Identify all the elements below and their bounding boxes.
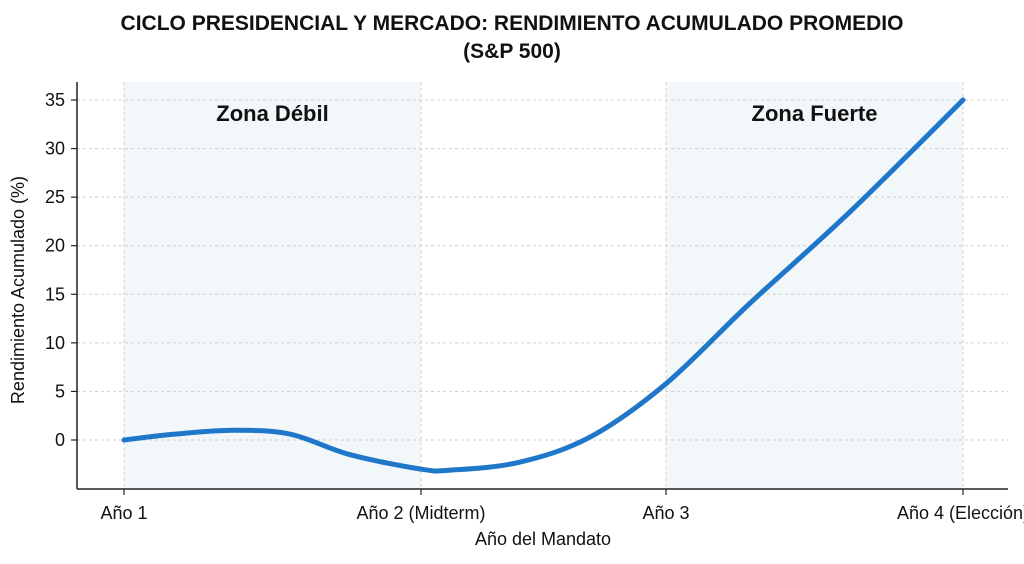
y-tick-label: 20 (45, 236, 65, 256)
zone-label: Zona Débil (216, 101, 328, 126)
x-axis-label: Año del Mandato (475, 529, 611, 549)
x-tick-label: Año 3 (642, 503, 689, 523)
y-tick-label: 25 (45, 187, 65, 207)
y-tick-label: 0 (55, 430, 65, 450)
y-tick-label: 15 (45, 284, 65, 304)
y-tick-label: 35 (45, 90, 65, 110)
y-tick-label: 10 (45, 333, 65, 353)
zone-band (124, 82, 421, 489)
chart-title: CICLO PRESIDENCIAL Y MERCADO: RENDIMIENT… (121, 12, 904, 35)
zone-label: Zona Fuerte (752, 101, 878, 126)
x-tick-label: Año 4 (Elección) (897, 503, 1024, 523)
x-tick-label: Año 2 (Midterm) (356, 503, 485, 523)
y-tick-label: 30 (45, 139, 65, 159)
y-axis-label: Rendimiento Acumulado (%) (8, 176, 28, 404)
chart-subtitle: (S&P 500) (463, 40, 561, 63)
x-tick-label: Año 1 (100, 503, 147, 523)
y-tick-label: 5 (55, 381, 65, 401)
